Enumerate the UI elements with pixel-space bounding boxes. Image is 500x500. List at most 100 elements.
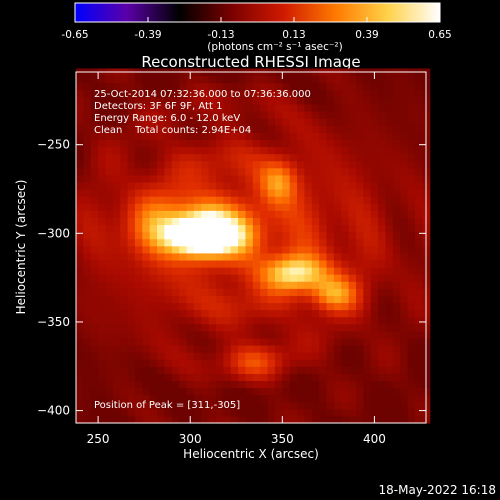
- heatmap-cell: [171, 309, 180, 318]
- heatmap-cell: [311, 316, 320, 325]
- heatmap-cell: [385, 366, 394, 374]
- heatmap-cell: [201, 139, 210, 148]
- heatmap-cell: [370, 373, 379, 382]
- heatmap-cell: [171, 231, 180, 240]
- heatmap-cell: [407, 316, 416, 325]
- heatmap-cell: [142, 337, 151, 346]
- heatmap-cell: [245, 394, 254, 403]
- heatmap-cell: [171, 288, 180, 296]
- heatmap-cell: [378, 345, 387, 353]
- heatmap-cell: [179, 111, 188, 119]
- heatmap-cell: [83, 323, 92, 332]
- heatmap-cell: [341, 288, 350, 296]
- heatmap-cell: [171, 146, 180, 155]
- heatmap-cell: [385, 118, 394, 126]
- heatmap-cell: [385, 210, 394, 218]
- heatmap-cell: [348, 252, 357, 261]
- heatmap-cell: [90, 316, 99, 325]
- heatmap-cell: [179, 323, 188, 332]
- heatmap-cell: [193, 401, 202, 410]
- heatmap-cell: [98, 96, 107, 105]
- heatmap-cell: [400, 139, 409, 148]
- heatmap-cell: [76, 82, 84, 91]
- heatmap-cell: [171, 224, 180, 233]
- heatmap-cell: [414, 245, 423, 254]
- heatmap-cell: [282, 252, 291, 261]
- heatmap-cell: [378, 75, 387, 84]
- heatmap-cell: [274, 103, 283, 112]
- heatmap-cell: [149, 75, 158, 84]
- heatmap-cell: [230, 181, 239, 190]
- heatmap-cell: [223, 174, 232, 183]
- heatmap-cell: [76, 181, 84, 190]
- heatmap-cell: [289, 387, 298, 396]
- heatmap-cell: [193, 281, 202, 289]
- heatmap-cell: [216, 132, 224, 140]
- heatmap-cell: [83, 337, 92, 346]
- heatmap-cell: [260, 167, 269, 176]
- heatmap-cell: [134, 196, 143, 204]
- heatmap-cell: [76, 245, 84, 254]
- heatmap-cell: [385, 281, 394, 289]
- heatmap-cell: [274, 323, 283, 332]
- heatmap-cell: [356, 82, 364, 91]
- heatmap-cell: [127, 274, 136, 282]
- heatmap-cell: [98, 82, 107, 91]
- heatmap-cell: [297, 267, 306, 275]
- heatmap-cell: [356, 196, 364, 204]
- heatmap-cell: [127, 167, 136, 176]
- heatmap-cell: [267, 210, 276, 218]
- heatmap-cell: [157, 103, 166, 112]
- heatmap-cell: [378, 174, 387, 183]
- heatmap-cell: [319, 309, 328, 318]
- heatmap-cell: [216, 75, 224, 84]
- heatmap-cell: [297, 415, 306, 424]
- heatmap-cell: [333, 111, 342, 119]
- heatmap-cell: [193, 196, 202, 204]
- heatmap-cell: [230, 337, 239, 346]
- heatmap-cell: [149, 210, 158, 218]
- heatmap-cell: [400, 103, 409, 112]
- heatmap-cell: [127, 238, 136, 247]
- heatmap-cell: [193, 323, 202, 332]
- heatmap-cell: [216, 96, 224, 105]
- heatmap-cell: [90, 125, 99, 133]
- heatmap-cell: [326, 373, 335, 382]
- heatmap-cell: [238, 394, 247, 403]
- heatmap-cell: [90, 330, 99, 339]
- heatmap-cell: [201, 267, 210, 275]
- heatmap-cell: [90, 224, 99, 233]
- heatmap-cell: [134, 160, 143, 169]
- heatmap-cell: [356, 189, 364, 197]
- heatmap-cell: [201, 181, 210, 190]
- heatmap-cell: [407, 139, 416, 148]
- heatmap-cell: [230, 167, 239, 176]
- colorbar-gradient: [74, 2, 441, 23]
- heatmap-cell: [414, 366, 423, 374]
- heatmap-cell: [142, 295, 151, 304]
- heatmap-cell: [267, 380, 276, 389]
- heatmap-cell: [83, 139, 92, 148]
- heatmap-cell: [274, 267, 283, 275]
- heatmap-cell: [238, 189, 247, 197]
- heatmap-cell: [341, 189, 350, 197]
- heatmap-cell: [414, 103, 423, 112]
- heatmap-cell: [149, 309, 158, 318]
- heatmap-cell: [267, 224, 276, 233]
- heatmap-cell: [90, 373, 99, 382]
- colorbar-tick-label: 0.39: [355, 29, 378, 41]
- heatmap-cell: [83, 394, 92, 403]
- heatmap-cell: [274, 153, 283, 162]
- heatmap-cell: [149, 252, 158, 261]
- heatmap-cell: [83, 231, 92, 240]
- heatmap-cell: [370, 160, 379, 169]
- heatmap-cell: [297, 82, 306, 91]
- heatmap-cell: [245, 387, 254, 396]
- heatmap-cell: [363, 96, 372, 105]
- heatmap-cell: [83, 401, 92, 410]
- heatmap-cell: [216, 82, 224, 91]
- heatmap-cell: [83, 203, 92, 211]
- heatmap-cell: [179, 189, 188, 197]
- heatmap-cell: [363, 167, 372, 176]
- heatmap-cell: [326, 82, 335, 91]
